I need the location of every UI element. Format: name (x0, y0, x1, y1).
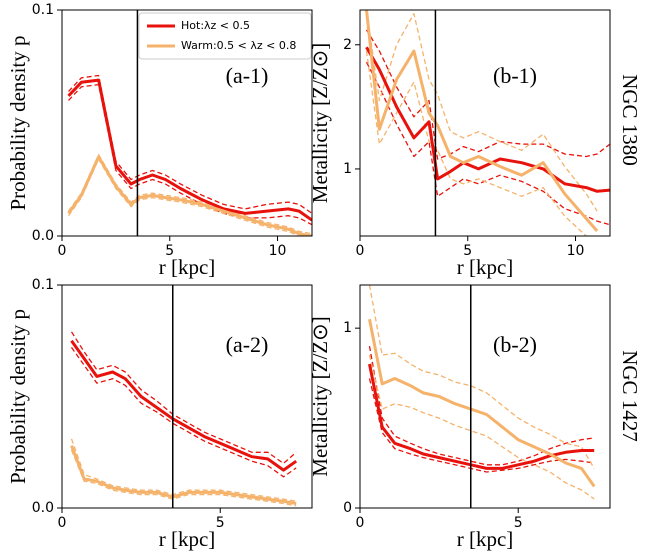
row-label: NGC 1380 (618, 74, 642, 166)
y-tick-label: 0.0 (32, 228, 54, 244)
series-line (365, 46, 610, 193)
series-line (67, 155, 312, 236)
band-line (70, 347, 297, 478)
x-tick-label: 5 (514, 515, 523, 531)
x-tick-label: 5 (165, 243, 174, 259)
axes-frame (61, 284, 313, 509)
series-line (70, 339, 298, 472)
axes-frame (359, 9, 611, 237)
band-line (368, 345, 595, 466)
y-tick-label: 0 (343, 500, 352, 516)
axes-frame (61, 9, 313, 237)
legend-box (138, 12, 312, 60)
legend-label: Warm:0.5 < λz < 0.8 (181, 39, 296, 52)
x-axis-label: r [kpc] (159, 527, 216, 551)
x-axis-label: r [kpc] (457, 527, 514, 551)
y-axis-label: Metallicity [Z/Z⊙] (308, 43, 332, 203)
y-tick-label: 1 (343, 320, 352, 336)
band-line (365, 29, 610, 160)
band-line (365, 61, 610, 226)
y-tick-label: 1 (343, 161, 352, 177)
x-tick-label: 0 (58, 515, 67, 531)
series-line (70, 445, 297, 505)
legend-label: Hot:λz < 0.5 (181, 19, 250, 32)
annotation: (a-1) (226, 63, 269, 88)
y-axis-label: Metallicity [Z/Z⊙] (308, 316, 332, 476)
axes-frame (359, 284, 611, 509)
y-tick-label: 0.1 (32, 2, 54, 18)
annotation: (b-1) (493, 63, 537, 88)
band-line (368, 285, 595, 469)
plot-area (365, 10, 610, 236)
band-line (70, 449, 297, 507)
band-line (365, 50, 587, 236)
plot-area (368, 285, 596, 500)
x-tick-label: 0 (58, 243, 67, 259)
row-label: NGC 1427 (618, 350, 642, 442)
x-axis-label: r [kpc] (457, 255, 514, 279)
band-line (68, 74, 312, 214)
band-line (70, 331, 297, 465)
annotation: (b-2) (493, 332, 537, 357)
y-axis-label: Probability density p (6, 36, 30, 211)
x-tick-label: 5 (216, 515, 225, 531)
band-line (368, 354, 595, 500)
y-tick-label: 0.0 (32, 500, 54, 516)
y-axis-label: Probability density p (6, 309, 30, 484)
series-line (365, 10, 599, 232)
x-tick-label: 5 (463, 243, 472, 259)
series-line (67, 78, 312, 222)
series-line (368, 363, 595, 470)
band-line (365, 10, 598, 212)
y-tick-label: 2 (343, 37, 352, 53)
x-axis-label: r [kpc] (159, 255, 216, 279)
series-line (368, 318, 596, 488)
annotation: (a-2) (226, 332, 269, 357)
plot-area (67, 74, 312, 236)
band-line (368, 378, 595, 473)
y-tick-label: 0.1 (32, 277, 54, 293)
x-tick-label: 10 (567, 243, 585, 259)
band-line (70, 438, 297, 502)
x-tick-label: 0 (356, 243, 365, 259)
x-tick-label: 10 (269, 243, 287, 259)
x-tick-label: 0 (356, 515, 365, 531)
band-line (68, 83, 312, 226)
plot-area (70, 331, 298, 507)
